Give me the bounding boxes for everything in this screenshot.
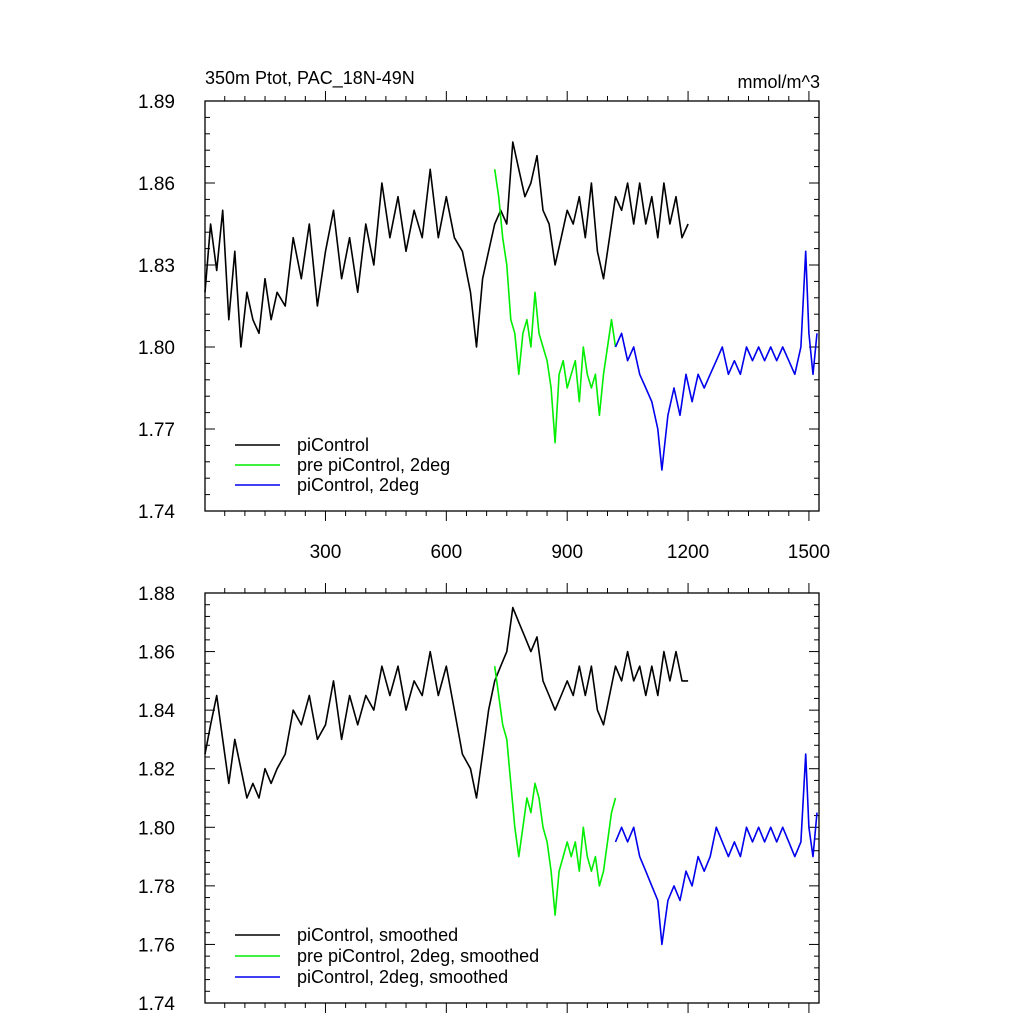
top-series: [204, 141, 818, 471]
bottom-series: [204, 606, 818, 946]
legend-label: piControl, 2deg, smoothed: [297, 967, 508, 987]
series-line-1: [204, 606, 689, 799]
x-tick-label: 600: [430, 542, 462, 563]
legend-label: pre piControl, 2deg, smoothed: [297, 946, 539, 966]
legend-label: pre piControl, 2deg: [297, 455, 450, 475]
top-y-tick-labels: 1.74 1.77 1.80 1.83 1.86 1.89: [138, 92, 175, 523]
legend-label: piControl, 2deg: [297, 475, 419, 495]
y-tick-label: 1.80: [138, 338, 175, 359]
y-tick-label: 1.88: [138, 584, 175, 605]
legend-label: piControl: [297, 435, 369, 455]
top-plot-frame: [204, 100, 820, 512]
series-line-3: [614, 753, 818, 946]
y-tick-label: 1.74: [138, 502, 175, 523]
y-tick-label: 1.89: [138, 92, 175, 113]
x-tick-label: 900: [551, 542, 583, 563]
y-tick-label: 1.77: [138, 420, 175, 441]
y-tick-label: 1.78: [138, 877, 175, 898]
bottom-plot-frame: [204, 592, 820, 1004]
series-line-2: [493, 169, 617, 444]
x-tick-label: 1200: [667, 542, 709, 563]
x-tick-label: 300: [310, 542, 342, 563]
top-panel: 350m Ptot, PAC_18N-49N mmol/m^3 1.74 1.77…: [138, 68, 830, 563]
y-tick-label: 1.80: [138, 818, 175, 839]
top-chart-units: mmol/m^3: [738, 72, 820, 92]
top-x-tick-labels: 300 600 900 1200 1500: [310, 542, 830, 563]
series-line-3: [614, 250, 818, 471]
bottom-axis-ticks: [205, 583, 819, 1013]
y-tick-label: 1.86: [138, 174, 175, 195]
y-tick-label: 1.86: [138, 643, 175, 664]
y-tick-label: 1.74: [138, 994, 175, 1015]
bottom-y-tick-labels: 1.74 1.76 1.78 1.80 1.82 1.84 1.86 1.88: [138, 584, 175, 1015]
x-tick-label: 1500: [788, 542, 830, 563]
y-tick-label: 1.76: [138, 935, 175, 956]
bottom-panel: 1.74 1.76 1.78 1.80 1.82 1.84 1.86 1.88 piContr…: [138, 583, 820, 1015]
series-line-2: [493, 666, 617, 916]
top-chart-title: 350m Ptot, PAC_18N-49N: [205, 68, 415, 89]
y-tick-label: 1.82: [138, 760, 175, 781]
series-line-1: [204, 141, 689, 348]
top-axis-ticks: [205, 91, 819, 521]
y-tick-label: 1.84: [138, 701, 175, 722]
y-tick-label: 1.83: [138, 256, 175, 277]
legend-label: piControl, smoothed: [297, 925, 458, 945]
